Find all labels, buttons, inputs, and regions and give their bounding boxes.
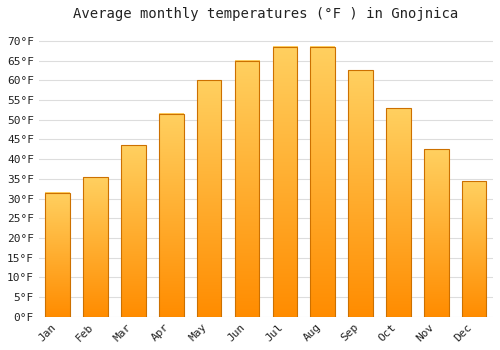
Bar (424, 149, 448, 317)
Bar (121, 145, 146, 317)
Bar (462, 181, 486, 317)
Bar (159, 114, 184, 317)
Bar (386, 108, 410, 317)
Bar (272, 47, 297, 317)
Bar (348, 70, 373, 317)
Bar (310, 47, 335, 317)
Bar (46, 193, 70, 317)
Bar (234, 61, 260, 317)
Bar (84, 177, 108, 317)
Title: Average monthly temperatures (°F ) in Gnojnica: Average monthly temperatures (°F ) in Gn… (74, 7, 458, 21)
Bar (197, 80, 222, 317)
